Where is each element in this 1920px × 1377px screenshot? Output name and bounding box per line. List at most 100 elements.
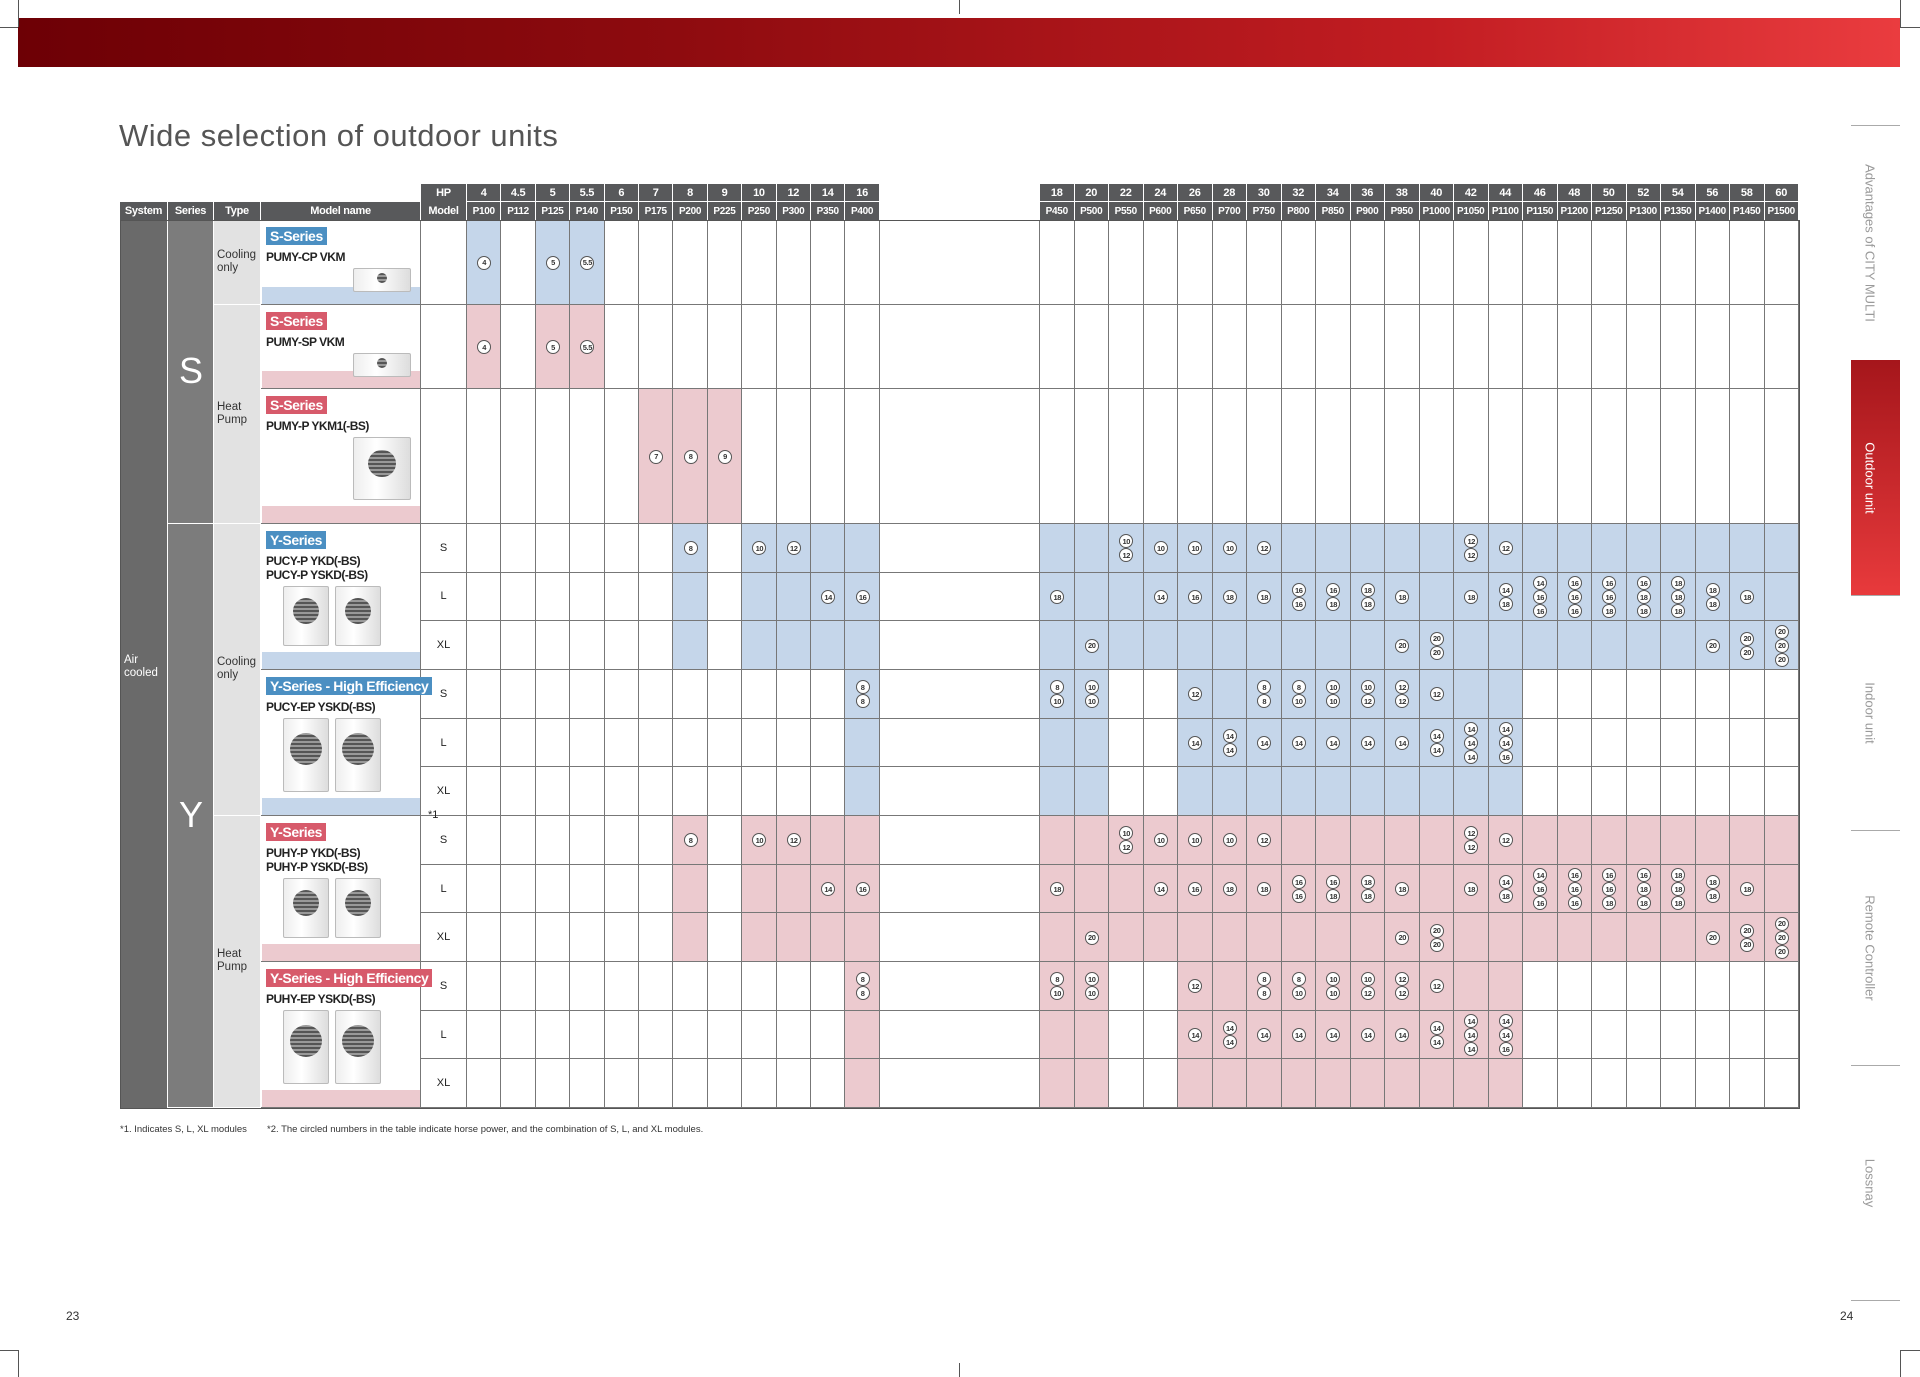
hp-circle: 10 (752, 541, 767, 556)
table-cell (1247, 389, 1282, 524)
table-cell (1764, 718, 1799, 768)
table-cell (1316, 864, 1351, 914)
table-cell (639, 1010, 674, 1060)
table-cell (1419, 621, 1454, 670)
sidebar-item[interactable]: Lossnay (1862, 1158, 1877, 1207)
crop-mark (1900, 0, 1901, 27)
gap-cell (880, 621, 1040, 670)
unit-fan (376, 357, 388, 369)
table-cell (1661, 913, 1696, 963)
table-cell (1626, 305, 1661, 389)
gap-cell (880, 524, 1040, 573)
table-cell (1488, 962, 1523, 1011)
table-cell (570, 572, 605, 622)
hp-circle: 20 (1740, 631, 1755, 646)
hp-circle: 16 (1602, 868, 1617, 883)
hp-circle: 8 (855, 680, 870, 695)
table-cell (1040, 389, 1075, 524)
table-cell (501, 220, 536, 305)
table-cell (1074, 913, 1109, 963)
hp-header: 30 (1247, 184, 1282, 202)
table-cell (845, 1010, 880, 1060)
hp-circle: 10 (1084, 972, 1099, 987)
footnote: *1. Indicates S, L, XL modules (120, 1124, 247, 1135)
crop-mark (0, 1350, 18, 1351)
hp-circle: 14 (1153, 590, 1168, 604)
hp-circle: 14 (1498, 736, 1513, 750)
hp-header: 32 (1281, 184, 1316, 202)
table-cell (1040, 1010, 1075, 1060)
gap-cell (880, 864, 1040, 914)
sidebar-item[interactable]: Indoor unit (1862, 681, 1877, 744)
hp-circle: 10 (1360, 680, 1375, 695)
table-cell (1178, 913, 1213, 963)
table-cell (1661, 864, 1696, 914)
table-cell (1109, 962, 1144, 1011)
table-cell (1661, 670, 1696, 719)
table-cell (1454, 718, 1489, 768)
hp-circle: 14 (1291, 1028, 1306, 1043)
table-cell (1695, 816, 1730, 865)
hp-circle: 18 (1257, 882, 1272, 897)
hp-circle: 12 (1464, 840, 1479, 855)
unit-fan (289, 732, 323, 766)
hp-header: 48 (1557, 184, 1592, 202)
table-cell (1730, 864, 1765, 914)
table-cell (673, 718, 708, 768)
hp-circle: 14 (1395, 1028, 1410, 1043)
hp-circle: 8 (1257, 972, 1272, 987)
hp-circle: 10 (1326, 986, 1341, 1001)
hp-circle: 20 (1395, 638, 1410, 653)
table-cell (535, 220, 571, 305)
table-cell (1143, 389, 1178, 524)
hp-circle: 12 (1360, 694, 1375, 709)
hp-circle: 16 (1291, 597, 1306, 611)
table-cell (811, 864, 846, 914)
table-cell (1350, 389, 1385, 524)
table-cell (1626, 220, 1661, 305)
table-cell (1247, 220, 1282, 305)
table-cell (1178, 220, 1213, 305)
module-cell: L (421, 864, 467, 914)
sidebar-item[interactable]: Outdoor unit (1862, 441, 1877, 514)
table-cell (1143, 864, 1178, 914)
module-cell: XL (421, 767, 467, 816)
hp-circle: 14 (1360, 1028, 1375, 1043)
table-cell (1695, 767, 1730, 816)
hp-circle: 12 (1360, 986, 1375, 1001)
table-cell (1316, 816, 1351, 865)
table-cell (1488, 864, 1523, 914)
hp-circle: 4 (477, 340, 492, 354)
hp-circle: 8 (855, 694, 870, 709)
series-badge: S-Series (266, 396, 327, 414)
crop-mark (18, 0, 19, 27)
sidebar-item[interactable]: Remote Controller (1862, 894, 1877, 1001)
table-cell (1350, 572, 1385, 622)
sidebar-item[interactable]: Advantages of CITY MULTI (1862, 163, 1877, 322)
model-header: P350 (811, 202, 846, 220)
hp-circle: 10 (1084, 680, 1099, 695)
hp-circle: 10 (1188, 541, 1203, 556)
model-name: PUCY-P YSKD(-BS) (266, 568, 368, 582)
table-cell (535, 767, 571, 816)
table-cell (1074, 220, 1109, 305)
table-cell (742, 621, 777, 670)
model-header: P400 (845, 202, 880, 220)
table-cell (1316, 524, 1351, 573)
hp-circle: 18 (1636, 896, 1651, 911)
hp-circle: 12 (1395, 972, 1410, 987)
table-cell (1109, 389, 1144, 524)
table-cell (1385, 718, 1420, 768)
table-cell (501, 572, 536, 622)
table-cell (1143, 962, 1178, 1011)
model-header: P1450 (1730, 202, 1765, 220)
table-cell (467, 962, 502, 1011)
unit-fan (344, 890, 372, 917)
hp-header: 14 (811, 184, 846, 202)
hp-circle: 16 (1498, 750, 1513, 764)
header-cell: HP (421, 184, 467, 202)
sidebar-divider (1851, 830, 1900, 831)
table-cell (673, 670, 708, 719)
unit-strip (262, 798, 420, 816)
